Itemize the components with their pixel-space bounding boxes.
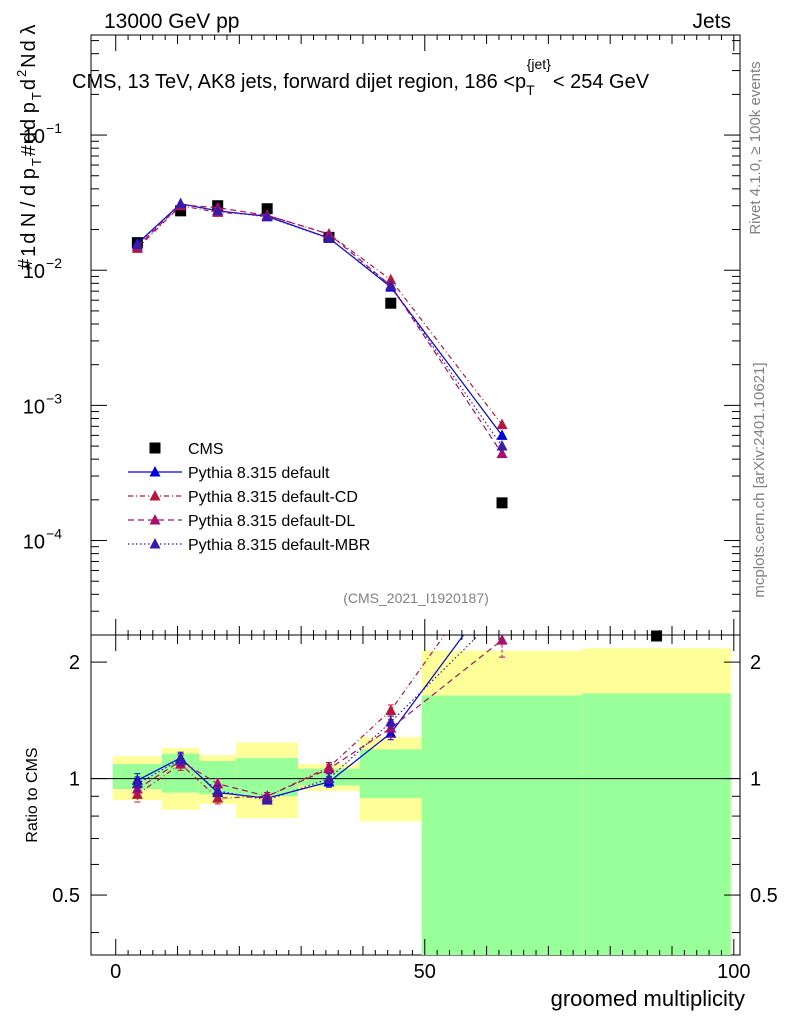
rivet-label: Rivet 4.1.0, ≥ 100k events xyxy=(747,61,764,234)
mcplots-label: mcplots.cern.ch [arXiv:2401.10621] xyxy=(751,362,768,597)
series-pythia-8-315-default-mbr-line xyxy=(136,203,503,447)
legend-marker xyxy=(149,514,161,525)
data-point xyxy=(496,447,508,459)
ratio-point xyxy=(261,794,273,805)
data-point xyxy=(496,440,508,451)
data-point xyxy=(131,238,143,249)
plot-title: CMS, 13 TeV, AK8 jets, forward dijet reg… xyxy=(72,56,650,98)
main-series-layer xyxy=(131,197,663,642)
y-tick-label: 10−3 xyxy=(23,390,62,418)
x-tick-label: 0 xyxy=(110,961,121,983)
legend-item: Pythia 8.315 default xyxy=(128,465,330,482)
main-panel: 10−110−210−310−4 (CMS_2021_I1920187) CMS… xyxy=(14,25,741,642)
ratio-y-tick-label: 1 xyxy=(69,769,80,791)
legend-marker xyxy=(149,490,161,501)
ratio-point xyxy=(175,753,187,765)
uncertainty-band-stat xyxy=(582,693,731,955)
data-point xyxy=(385,273,397,285)
ratio-point xyxy=(323,762,335,774)
ratio-y-tick-label-right: 1 xyxy=(750,769,761,791)
ratio-y-tick-label-right: 2 xyxy=(750,652,761,674)
x-tick-label: 100 xyxy=(717,961,750,983)
ratio-point xyxy=(497,606,508,617)
ratio-y-tick-label-right: 0.5 xyxy=(750,885,778,907)
ratio-y-axis-label: Ratio to CMS xyxy=(24,747,41,842)
ratio-point xyxy=(497,548,508,559)
legend-label: Pythia 8.315 default-CD xyxy=(188,489,358,506)
ratio-point xyxy=(497,577,508,588)
series-pythia-8-315-default-dl-line xyxy=(136,204,503,454)
data-point xyxy=(175,197,187,209)
legend-label: Pythia 8.315 default-DL xyxy=(188,513,355,530)
legend-marker xyxy=(149,442,161,454)
data-point xyxy=(496,418,508,430)
data-point xyxy=(496,429,508,440)
uncertainty-band-stat xyxy=(236,758,299,797)
main-plot-area xyxy=(131,197,508,509)
ratio-series-layer xyxy=(131,548,508,805)
header-right: Jets xyxy=(692,10,731,33)
data-point xyxy=(385,279,397,291)
legend-label: Pythia 8.315 default xyxy=(188,465,330,482)
x-tick-label: 50 xyxy=(414,961,436,983)
ratio-axis-ticks: 0.5 0.5 1 1 2 2 0 50 100 xyxy=(52,635,778,983)
ratio-point xyxy=(323,772,335,784)
ratio-point xyxy=(131,777,143,789)
legend: CMS Pythia 8.315 default Pythia 8.315 defa… xyxy=(128,441,370,554)
ratio-panel: 0.5 0.5 1 1 2 2 0 50 100 Ratio to CMS groomed mu… xyxy=(24,548,778,1011)
header-left: 13000 GeV pp xyxy=(104,10,239,33)
title-text: CMS, 13 TeV, AK8 jets, forward dijet reg… xyxy=(72,56,650,98)
uncertainty-band-stat xyxy=(359,749,422,799)
ratio-point xyxy=(496,635,508,645)
ratio-bands xyxy=(91,648,740,955)
legend-marker xyxy=(149,466,161,477)
legend-item: Pythia 8.315 default-MBR xyxy=(128,537,370,554)
ratio-frame xyxy=(90,634,741,956)
legend-label: Pythia 8.315 default-MBR xyxy=(188,537,370,554)
series-pythia-8-315-default-line xyxy=(136,203,503,436)
ratio-plot-area xyxy=(131,548,508,805)
series-pythia-8-315-default-cd-line xyxy=(136,205,503,426)
data-point xyxy=(323,232,335,243)
main-y-axis-label: #1d N / d pT#dd pTd2Nd λ xyxy=(14,25,44,270)
reference-label: (CMS_2021_I1920187) xyxy=(343,590,489,606)
ratio-point xyxy=(212,792,224,803)
y-tick-label: 10−4 xyxy=(23,526,62,554)
data-point xyxy=(496,497,508,509)
main-axis-ticks: 10−110−210−310−4 xyxy=(23,35,740,636)
data-point xyxy=(651,630,663,642)
data-point xyxy=(261,210,273,222)
legend-marker xyxy=(149,538,161,549)
ratio-y-tick-label: 0.5 xyxy=(52,885,80,907)
data-point xyxy=(175,205,187,217)
legend-item: CMS xyxy=(149,441,224,458)
legend-label: CMS xyxy=(188,441,224,458)
uncertainty-band-stat xyxy=(421,695,583,955)
ratio-y-tick-label: 2 xyxy=(69,652,80,674)
data-point xyxy=(385,297,397,309)
y-label-text: #1d N / d pT#dd pTd2Nd λ xyxy=(14,25,44,270)
legend-item: Pythia 8.315 default-CD xyxy=(128,489,358,506)
x-axis-label: groomed multiplicity xyxy=(551,986,745,1011)
ratio-point xyxy=(212,784,224,796)
data-point xyxy=(212,204,224,216)
ratio-point xyxy=(385,716,397,727)
ratio-point xyxy=(385,704,397,715)
legend-item: Pythia 8.315 default-DL xyxy=(128,513,355,530)
data-point xyxy=(261,203,273,215)
